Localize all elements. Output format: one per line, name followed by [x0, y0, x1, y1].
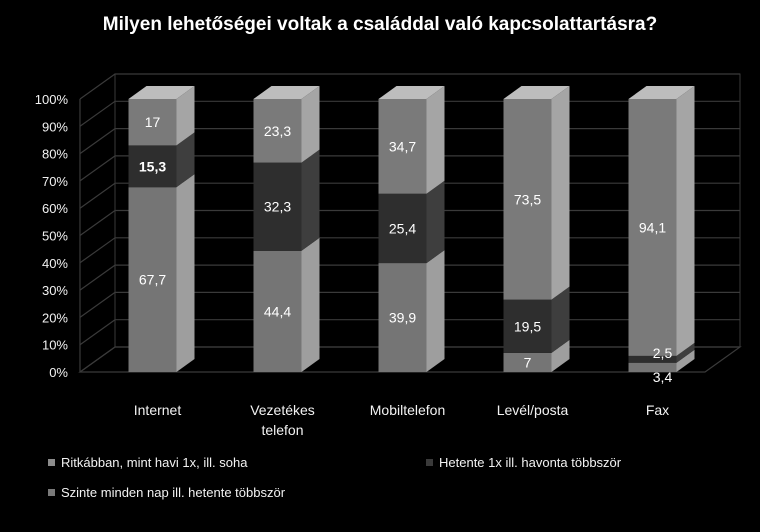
legend-item-hetente: Hetente 1x ill. havonta többször	[426, 455, 621, 470]
bar-segment	[253, 250, 302, 372]
bar-side	[426, 180, 445, 264]
data-label: 2,5	[653, 345, 673, 361]
bar-top	[503, 86, 570, 99]
y-tick-label: 0%	[49, 365, 68, 380]
data-label: 15,3	[139, 158, 166, 174]
x-tick-label: Mobiltelefon	[370, 402, 446, 418]
bar-side	[176, 174, 195, 372]
bar-segment	[253, 99, 302, 163]
legend-swatch	[48, 489, 55, 496]
x-tick-label: Vezetékes	[250, 402, 315, 418]
gridline	[79, 73, 740, 100]
bar-segment	[503, 299, 552, 353]
data-label: 39,9	[389, 310, 416, 326]
data-label: 32,3	[264, 199, 291, 215]
bar-side	[676, 349, 695, 372]
bar-side	[176, 132, 195, 188]
x-tick-label: telefon	[261, 422, 303, 438]
bar-side	[301, 149, 320, 251]
bar-segment	[378, 193, 427, 264]
data-label: 17	[145, 114, 161, 130]
data-label: 73,5	[514, 191, 541, 207]
y-tick-label: 80%	[42, 147, 68, 162]
x-tick-label: Levél/posta	[497, 402, 569, 418]
legend-label: Ritkábban, mint havi 1x, ill. soha	[61, 455, 248, 470]
legend-swatch	[426, 459, 433, 466]
y-tick-label: 70%	[42, 174, 68, 189]
legend-label: Hetente 1x ill. havonta többször	[439, 455, 622, 470]
chart-title: Milyen lehetőségei voltak a családdal va…	[102, 14, 658, 35]
data-label: 34,7	[389, 138, 416, 154]
floor	[78, 346, 742, 373]
y-tick-label: 30%	[42, 283, 68, 298]
y-tick-label: 50%	[42, 229, 68, 244]
bar-side	[301, 86, 320, 163]
data-label: 3,4	[653, 369, 673, 385]
legend-swatch	[48, 459, 55, 466]
x-tick-label: Internet	[134, 402, 182, 418]
bar-top	[378, 86, 445, 99]
bar-segment	[378, 263, 427, 372]
data-label: 7	[524, 354, 532, 370]
bar-segment	[128, 99, 177, 146]
y-tick-label: 40%	[42, 256, 68, 271]
y-tick-label: 100%	[35, 92, 69, 107]
bar-segment	[628, 362, 677, 372]
bar-side	[676, 342, 695, 363]
data-label: 67,7	[139, 272, 166, 288]
bar-side	[551, 286, 570, 353]
bar-side	[426, 86, 445, 194]
bar-segment	[628, 355, 677, 363]
bar-segment	[628, 99, 677, 356]
bar-side	[676, 86, 695, 356]
data-label: 94,1	[639, 219, 666, 235]
bar-segment	[378, 99, 427, 194]
bar-top	[253, 86, 320, 99]
bar-segment	[503, 352, 552, 372]
bar-segment	[503, 99, 552, 300]
y-tick-label: 90%	[42, 119, 68, 134]
bar-side	[301, 237, 320, 372]
bar-side	[551, 86, 570, 300]
bar-top	[128, 86, 195, 99]
bar-segment	[128, 187, 177, 372]
y-tick-label: 20%	[42, 310, 68, 325]
legend-label: Szinte minden nap ill. hetente többször	[61, 485, 286, 500]
data-label: 19,5	[514, 318, 541, 334]
bar-top	[628, 86, 695, 99]
bar-segment	[253, 162, 302, 251]
legend-item-ritkabban: Ritkábban, mint havi 1x, ill. soha	[48, 455, 247, 470]
data-label: 25,4	[389, 220, 416, 236]
y-tick-label: 10%	[42, 338, 68, 353]
bar-segment	[128, 145, 177, 188]
x-tick-label: Fax	[646, 402, 669, 418]
bar-side	[426, 250, 445, 372]
bar-side	[551, 339, 570, 372]
data-label: 44,4	[264, 303, 291, 319]
data-label: 23,3	[264, 123, 291, 139]
bar-side	[176, 86, 195, 146]
y-tick-label: 60%	[42, 201, 68, 216]
legend-item-szinte: Szinte minden nap ill. hetente többször	[48, 485, 285, 500]
